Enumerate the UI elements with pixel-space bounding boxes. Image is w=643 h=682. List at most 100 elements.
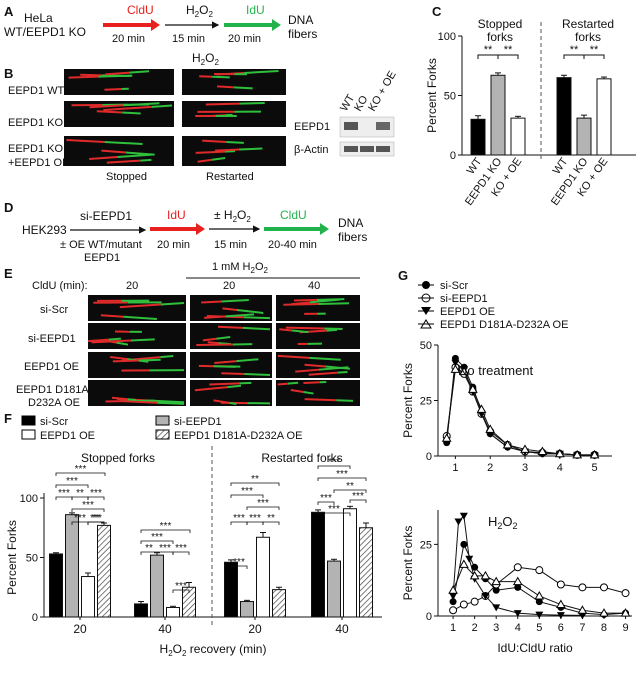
fiber-tile-e-2-2-red-segment [277,354,310,359]
fiber-tile-e-2-0-red-segment [110,355,128,361]
panel-d-cell: HEK293 [22,223,67,237]
fiber-tile-b-2-red-segment [89,104,124,109]
chart-f-ytick-label: 0 [32,612,38,624]
fiber-tile-b-4-green-segment [140,158,152,162]
chart-c-sig-label: ** [590,44,599,56]
panel-b-row3: EEPD1 KO [8,143,63,155]
blot-lane-kooe: KO + OE [366,69,399,113]
fiber-tile-b-0-red-segment [68,75,99,79]
chart-g-top-ytick-label: 0 [426,451,432,463]
chart-c-bar [490,74,506,156]
fiber-tile-e-2-1-green-segment [236,358,259,363]
chart-g-top-xtick-label: 3 [522,462,528,474]
chart-c-ytick-label: 100 [438,31,456,43]
chart-g-bottom-xtick-label: 4 [515,622,521,634]
chart-f-bar [134,603,148,618]
chart-f-ylabel: Percent Forks [5,520,19,595]
chart-g-bottom-point [492,586,500,594]
legend-g-eepd1: si-EEPD1 [440,293,488,305]
chart-g-bottom-point [481,592,490,600]
panel-a-step1: CldU [127,3,154,17]
chart-f-sig-label: ** [251,474,259,485]
chart-g-bottom-xtick-label: 6 [558,622,564,634]
fiber-tile-e-0-2-green-segment [316,298,345,301]
fiber-tile-e-3-0-green-segment [157,401,185,405]
panel-e-row3: EEPD1 OE [24,361,79,373]
panel-b-row4: +EEPD1 OE [8,157,69,169]
fiber-tile-e-1-0-green-segment [130,338,155,342]
blot-eepd1-band-wt [344,122,358,130]
chart-f-bar [224,561,238,618]
chart-f-sig-bracket [55,472,106,476]
panel-d-step3-time: 15 min [214,239,247,251]
fiber-tile-e-3-0-green-segment [127,398,136,401]
chart-g-bottom-xtick-label: 9 [622,622,628,634]
fiber-tile-e-2-2-green-segment [309,356,341,361]
fiber-tile-e-0-0-red-segment [100,314,124,318]
chart-g-top-xtick-label: 4 [557,462,563,474]
fiber-tile-e-0-0-red-segment [119,303,161,309]
legend-f-swatch-scr [21,415,36,426]
panel-b-row1: EEPD1 WT [8,85,65,97]
fiber-tile-b-0-green-segment [129,70,150,74]
panel-a-green-arrow [224,19,281,31]
fiber-tile-b-4-red-segment [89,156,118,160]
chart-f-sig-label: *** [328,457,340,468]
legend-g-oe: EEPD1 OE [440,306,495,318]
fiber-tile-b-4-red-segment [101,149,127,154]
panel-b: H2O2 EEPD1 WT EEPD1 KO EEPD1 KO +EEPD1 O… [8,51,399,183]
chart-c-sig-bracket [497,54,519,59]
panel-a-step2: H2O2 [186,3,213,19]
panel-label-d: D [4,200,13,215]
chart-f-sig-bracket [230,565,248,569]
fiber-tile-e-2-2-green-segment [325,365,351,370]
chart-g-bottom-xtick-label: 8 [601,622,607,634]
fiber-tile-e-0-2-red-segment [290,301,310,306]
chart-f-sig-bracket [317,501,335,505]
fiber-tile-b-2-green-segment [122,111,141,115]
panel-a-red-arrow [103,19,160,31]
fiber-tile-e-0-1-red-segment [201,300,222,304]
fiber-tile-e-1-1-green-segment [242,326,271,331]
chart-f: 0 50 100 Percent Forks 20 40 20 40 H2O2 recovery… [5,446,382,658]
chart-g-top-xtick-label: 1 [452,462,458,474]
blot-actin-band-3 [376,146,390,152]
chart-f-category-label: 20 [248,622,262,636]
chart-g-bottom-xlabel: IdU:CldU ratio [497,641,573,655]
chart-c-ylabel: Percent Forks [425,58,439,133]
chart-g-bottom-xtick-label: 1 [450,622,456,634]
panel-e: 1 mM H2O2 CldU (min): 20 20 40 si-Scr si… [16,261,360,409]
fiber-tile-b-5-red-segment [202,139,227,143]
chart-g-bottom-xtick-label: 3 [493,622,499,634]
chart-g-top-point [459,366,469,376]
chart-g-bottom-ytick-label: 25 [420,539,432,551]
chart-c-ytick-label: 0 [450,150,456,162]
chart-g-top-point [520,444,530,453]
panel-e-time-1: 20 [126,280,138,292]
legend-g-mut: EEPD1 D181A-D232A OE [440,319,568,331]
panel-e-row4: EEPD1 D181A- [16,384,93,396]
panel-label-a: A [4,4,14,19]
chart-g-top-ytick-label: 50 [420,340,432,352]
fiber-tile-b-1-green-segment [244,70,279,74]
chart-f-sig-bracket [230,482,280,486]
chart-f-sig-label: *** [257,498,269,509]
panel-e-row5: D232A OE [28,397,80,409]
fiber-tile-e-3-1-red-segment [209,382,240,386]
legend-f-mut: EEPD1 D181A-D232A OE [174,430,302,442]
fiber-tile-e-0-2-red-segment [283,302,319,306]
fiber-tile-e-0-0-green-segment [160,302,185,306]
chart-f-sig-bracket [317,477,367,481]
legend-g-scr: si-Scr [440,280,468,292]
legend-f-eepd1: si-EEPD1 [174,416,222,428]
chart-g-bottom: 0 25 1 2 3 4 5 6 7 8 9 Percent Forks H2O2 IdU:CldU ra… [401,510,632,655]
chart-g-top-point [537,446,548,456]
panel-d-end2: fibers [338,230,367,244]
chart-f-sig-label: *** [58,488,70,499]
chart-f-sig-label: ** [76,488,84,499]
panel-a-step2-time: 15 min [172,33,205,45]
chart-f-xlabel: H2O2 recovery (min) [160,642,267,658]
chart-f-bar [150,554,164,618]
chart-g-top-point [589,449,600,459]
